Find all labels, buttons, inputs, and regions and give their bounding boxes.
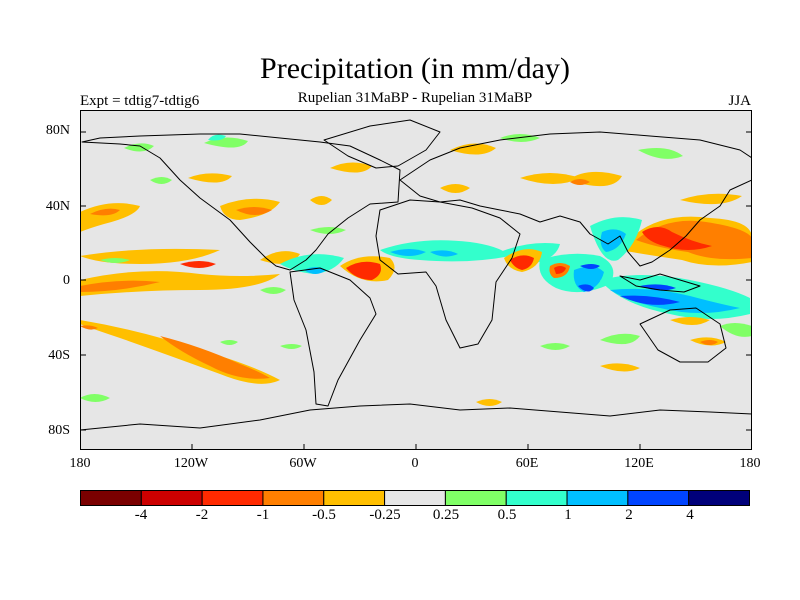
south-america-outline xyxy=(289,267,377,407)
contour-negative xyxy=(450,143,496,155)
contour-positive xyxy=(310,227,346,234)
colorbar-label: 0.5 xyxy=(497,507,517,523)
lon-label-0: 0 xyxy=(411,456,419,471)
contour-negative xyxy=(330,162,372,173)
contour-positive xyxy=(390,249,426,256)
lon-label-120e: 120E xyxy=(624,456,654,471)
contour-positive xyxy=(720,323,752,337)
contour-negative xyxy=(80,271,280,296)
map-title: Precipitation (in mm/day) xyxy=(260,52,570,85)
contour-negative xyxy=(600,363,640,372)
colorbar-box xyxy=(80,490,142,506)
colorbar-label: -4 xyxy=(134,507,148,523)
contour-positive xyxy=(220,340,238,345)
contour-positive xyxy=(280,254,344,274)
lat-label-eq: 0 xyxy=(63,273,70,288)
contour-negative xyxy=(520,173,580,184)
contour-positive xyxy=(100,258,130,263)
contour-positive xyxy=(430,250,458,257)
contour-positive xyxy=(580,264,600,269)
lat-label-40n: 40N xyxy=(45,199,70,214)
contour-negative xyxy=(440,184,470,193)
contour-negative xyxy=(90,208,120,216)
contour-negative xyxy=(570,179,590,185)
contour-positive xyxy=(150,177,172,184)
map-ticks xyxy=(80,131,752,450)
contour-negative xyxy=(476,399,502,406)
colorbar-box xyxy=(323,490,386,506)
contour-positive xyxy=(80,394,110,402)
contour-positive xyxy=(620,295,680,305)
antarctica-outline xyxy=(80,403,752,431)
contour-fills xyxy=(80,134,752,406)
lon-label-60w: 60W xyxy=(289,456,317,471)
contour-negative xyxy=(554,266,566,274)
lat-label-80n: 80N xyxy=(45,123,70,138)
colorbar-box xyxy=(505,490,568,506)
colorbar-label: -0.5 xyxy=(312,507,336,523)
colorbar-box xyxy=(384,490,446,506)
contour-negative xyxy=(80,325,98,330)
lat-label-40s: 40S xyxy=(48,348,70,363)
contour-negative xyxy=(310,196,332,205)
contour-negative xyxy=(642,227,712,250)
africa-outline xyxy=(375,199,521,349)
contour-positive xyxy=(578,284,594,292)
contour-positive xyxy=(280,344,302,349)
australia-outline xyxy=(639,307,727,363)
contour-positive xyxy=(260,287,286,294)
contour-positive xyxy=(638,148,683,159)
contour-positive xyxy=(640,284,676,291)
colorbar-label: -2 xyxy=(195,507,209,523)
colorbar-label: 1 xyxy=(564,507,572,523)
continent-outlines xyxy=(80,119,752,431)
colorbar-box xyxy=(688,490,750,506)
contour-negative xyxy=(670,317,710,325)
experiment-label: Expt = tdtig7-tdtig6 xyxy=(80,93,200,109)
colorbar-label: 4 xyxy=(686,507,694,523)
contour-negative xyxy=(80,280,160,292)
lon-label-120w: 120W xyxy=(173,456,209,471)
colorbar-box xyxy=(566,490,629,506)
contour-positive xyxy=(540,343,570,350)
contour-negative xyxy=(236,207,272,215)
lat-label-80s: 80S xyxy=(48,423,70,438)
maritime-continent-outline xyxy=(619,273,701,293)
lon-label-180w: 180 xyxy=(69,456,91,471)
north-america-outline xyxy=(81,133,401,271)
contour-negative xyxy=(180,261,216,268)
colorbar-box xyxy=(262,490,325,506)
colorbar-label: 2 xyxy=(625,507,633,523)
contour-positive xyxy=(600,333,640,345)
precipitation-map xyxy=(80,110,752,450)
contour-negative xyxy=(700,340,718,345)
contour-negative xyxy=(160,336,270,379)
colorbar-label: 0.25 xyxy=(432,507,460,523)
contour-negative xyxy=(346,261,381,280)
season-label: JJA xyxy=(728,93,751,109)
colorbar-box xyxy=(444,490,507,506)
colorbar-boxes xyxy=(80,490,750,506)
map-subtitle: Rupelian 31MaBP - Rupelian 31MaBP xyxy=(297,90,533,106)
lon-label-180e: 180 xyxy=(739,456,761,471)
contour-negative xyxy=(510,255,534,270)
colorbar-box xyxy=(627,490,690,506)
colorbar-box xyxy=(201,490,264,506)
greenland-outline xyxy=(323,119,441,169)
lon-label-60e: 60E xyxy=(515,456,539,471)
colorbar-label: -0.25 xyxy=(369,507,401,523)
colorbar-label: -1 xyxy=(256,507,270,523)
colorbar xyxy=(80,490,750,506)
contour-negative xyxy=(188,173,232,183)
contour-positive xyxy=(208,134,226,141)
eurasia-outline xyxy=(399,131,752,267)
colorbar-box xyxy=(140,490,203,506)
contour-positive xyxy=(304,267,326,274)
contour-negative xyxy=(80,203,140,232)
